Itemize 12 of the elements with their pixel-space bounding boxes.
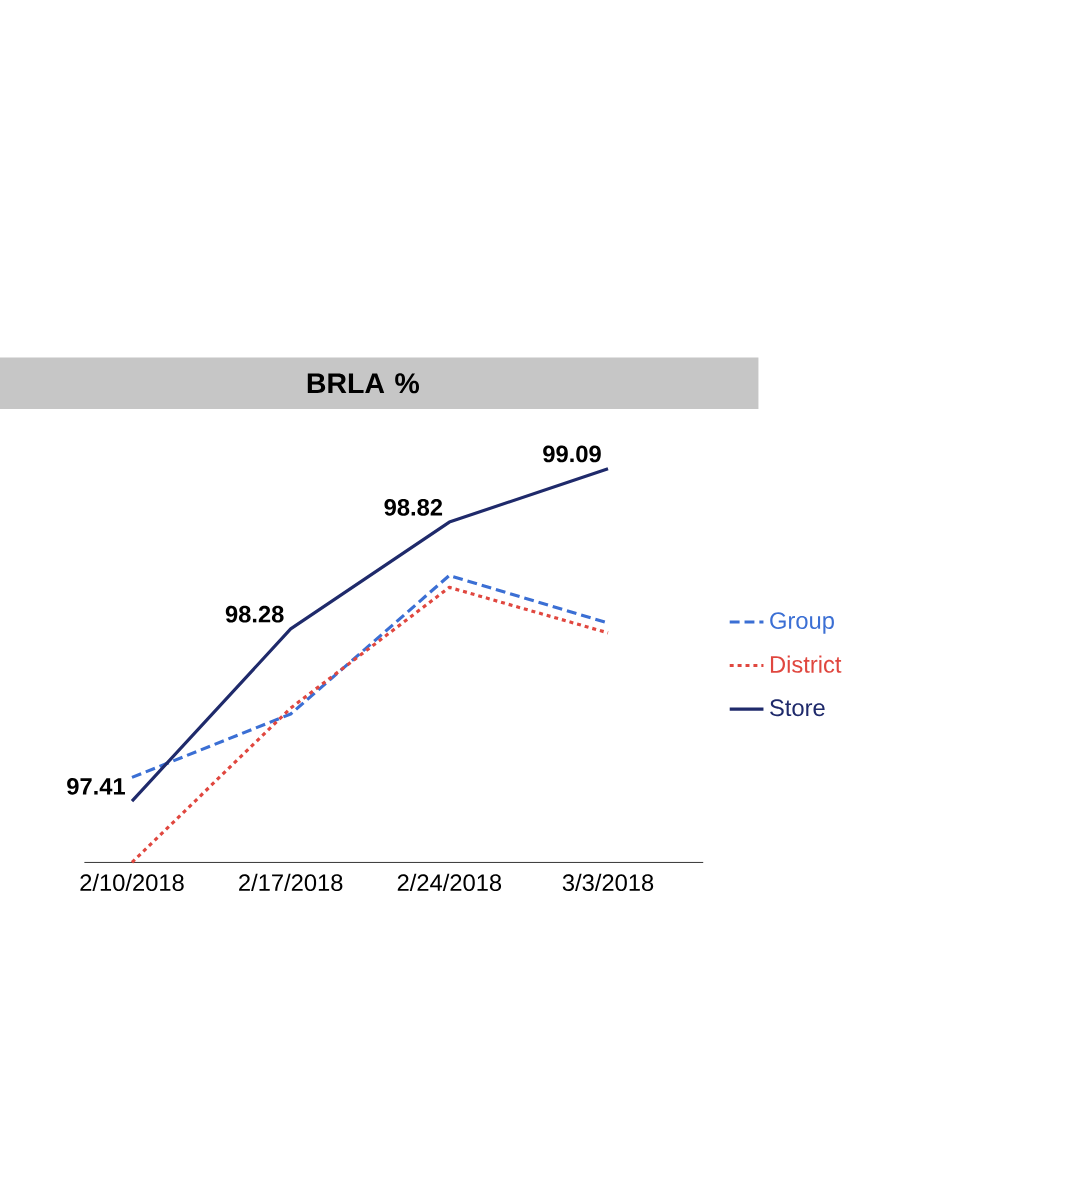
legend-label: Group bbox=[770, 612, 834, 634]
data-label: 98.82 bbox=[384, 498, 443, 516]
data-label: 98.28 bbox=[225, 605, 284, 623]
x-tick-label: 3/3/2018 bbox=[562, 873, 654, 892]
x-tick-label: 2/24/2018 bbox=[397, 873, 502, 892]
chart-title: BRLA % bbox=[307, 373, 420, 394]
x-tick-label: 2/17/2018 bbox=[239, 873, 343, 892]
legend-label: Store bbox=[770, 699, 825, 717]
data-label: 97.41 bbox=[67, 777, 126, 795]
data-label: 99.09 bbox=[543, 445, 601, 463]
legend-label: District bbox=[771, 655, 842, 673]
x-tick-label: 2/10/2018 bbox=[80, 873, 184, 892]
